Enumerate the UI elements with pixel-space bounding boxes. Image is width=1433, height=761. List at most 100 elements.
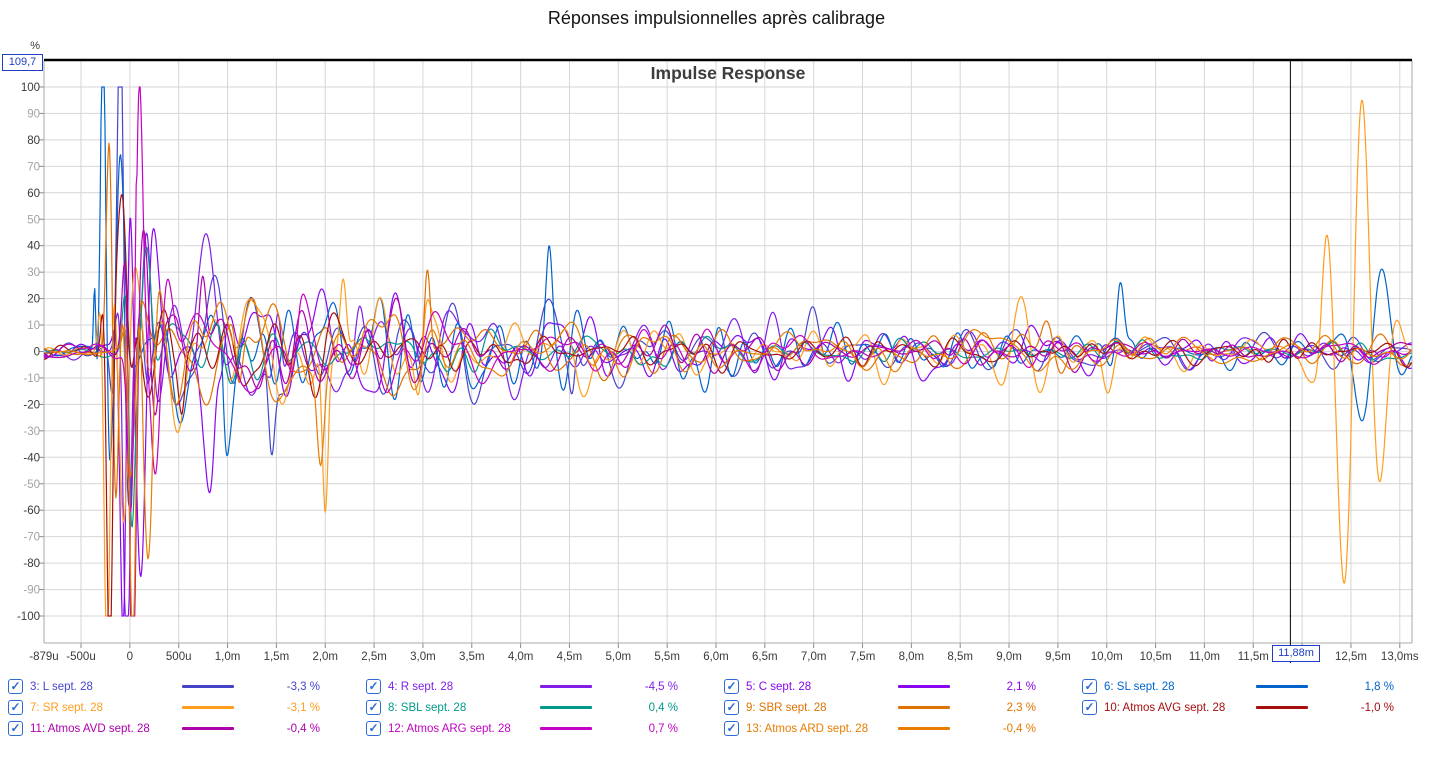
legend-row: ✓ 11: Atmos AVD sept. 28 -0,4 % ✓ 12: Atmos … [0,718,1433,739]
legend-checkbox[interactable]: ✓ [8,700,23,715]
legend-checkbox[interactable]: ✓ [724,700,739,715]
legend-item-12: ✓ 12: Atmos ARG sept. 28 0,7 % [358,718,716,739]
legend-offset-value: 0,4 % [648,701,678,714]
svg-text:-100: -100 [17,611,40,623]
legend-checkbox[interactable]: ✓ [1082,679,1097,694]
legend-item-9: ✓ 9: SBR sept. 28 2,3 % [716,697,1074,718]
legend-checkbox[interactable]: ✓ [1082,700,1097,715]
legend-color-swatch [182,727,234,730]
svg-text:9,5m: 9,5m [1045,651,1071,663]
svg-text:-879u: -879u [29,651,58,663]
legend-checkbox[interactable]: ✓ [8,721,23,736]
legend-offset-value: 1,8 % [1364,680,1394,693]
legend-color-swatch [182,706,234,709]
svg-text:11,0m: 11,0m [1189,651,1220,663]
svg-text:-40: -40 [23,452,40,464]
legend-trace-label[interactable]: 10: Atmos AVG sept. 28 [1104,701,1226,714]
legend-trace-label[interactable]: 4: R sept. 28 [388,680,454,693]
chart-title: Impulse Response [650,63,806,83]
legend-checkbox[interactable]: ✓ [724,721,739,736]
svg-text:100: 100 [21,82,40,94]
legend-offset-value: -0,4 % [286,722,320,735]
svg-text:5,0m: 5,0m [606,651,632,663]
legend-item-11: ✓ 11: Atmos AVD sept. 28 -0,4 % [0,718,358,739]
legend-checkbox[interactable]: ✓ [366,700,381,715]
svg-text:6,0m: 6,0m [703,651,729,663]
svg-text:0: 0 [127,651,133,663]
svg-text:4,5m: 4,5m [557,651,583,663]
legend-trace-label[interactable]: 12: Atmos ARG sept. 28 [388,722,511,735]
svg-text:-60: -60 [23,505,40,517]
legend-item-3: ✓ 3: L sept. 28 -3,3 % [0,676,358,697]
legend-offset-value: -0,4 % [1002,722,1036,735]
trace-4-R-sept-28 [43,232,1412,617]
legend-color-swatch [898,727,950,730]
trace-5-C-sept-28 [43,217,1412,617]
svg-text:1,5m: 1,5m [264,651,290,663]
legend-trace-label[interactable]: 7: SR sept. 28 [30,701,103,714]
svg-text:-80: -80 [23,558,40,570]
trace-13-Atmos-ARD-sept-28 [43,289,1413,617]
legend-color-swatch [898,685,950,688]
svg-text:2,0m: 2,0m [312,651,338,663]
svg-text:1,0m: 1,0m [215,651,241,663]
legend-offset-value: -3,3 % [286,680,320,693]
y-axis-labels: 100 80 60 40 20 0 -20 -40 -60 -80 -100 90 70 50 30 10 -1… [17,82,40,623]
svg-text:-500u: -500u [66,651,95,663]
legend-color-swatch [898,706,950,709]
legend-trace-label[interactable]: 3: L sept. 28 [30,680,93,693]
legend-item-6: ✓ 6: SL sept. 28 1,8 % [1074,676,1432,697]
chart-area: 100 80 60 40 20 0 -20 -40 -60 -80 -100 90 70 50 30 10 -1… [0,0,1433,672]
x-axis-labels: -879u -500u 0 500u 1,0m 1,5m 2,0m 2,5m 3,0m 3,5m 4… [29,651,1419,663]
svg-text:8,5m: 8,5m [947,651,973,663]
legend-offset-value: -3,1 % [286,701,320,714]
svg-text:60: 60 [27,188,40,200]
svg-text:0: 0 [34,347,40,359]
legend-item-4: ✓ 4: R sept. 28 -4,5 % [358,676,716,697]
svg-text:10: 10 [27,320,40,332]
impulse-response-chart[interactable]: 100806040200-20-40-60-80-1009070503010-1… [0,0,1433,672]
svg-text:13,0ms: 13,0ms [1381,651,1419,663]
legend-color-swatch [540,727,592,730]
trace-12-Atmos-ARG-sept-28 [43,86,1413,513]
legend-checkbox[interactable]: ✓ [366,721,381,736]
svg-text:-90: -90 [23,585,40,597]
legend-trace-label[interactable]: 6: SL sept. 28 [1104,680,1175,693]
svg-text:4,0m: 4,0m [508,651,534,663]
legend-checkbox[interactable]: ✓ [366,679,381,694]
legend-trace-label[interactable]: 11: Atmos AVD sept. 28 [30,722,150,735]
svg-text:40: 40 [27,241,40,253]
legend-checkbox[interactable]: ✓ [724,679,739,694]
legend-trace-label[interactable]: 8: SBL sept. 28 [388,701,467,714]
legend-offset-value: 0,7 % [648,722,678,735]
plot-grid [44,60,1412,643]
svg-text:-50: -50 [23,479,40,491]
legend-row: ✓ 7: SR sept. 28 -3,1 % ✓ 8: SBL sept. 28 0,4… [0,697,1433,718]
axis-ticks [39,86,1401,648]
legend-trace-label[interactable]: 5: C sept. 28 [746,680,812,693]
legend-checkbox[interactable]: ✓ [8,679,23,694]
trace-8-SBL-sept-28 [43,246,1412,528]
svg-text:11,5m: 11,5m [1238,651,1269,663]
svg-text:80: 80 [27,135,40,147]
legend-offset-value: 2,1 % [1006,680,1036,693]
plot-border [43,58,1413,644]
page-title: Réponses impulsionnelles après calibrage [547,8,886,28]
trace-11-Atmos-AVD-sept-28 [43,229,1412,617]
svg-text:70: 70 [27,161,40,173]
cursor-x-readout: 11,88m [1272,645,1320,662]
legend-trace-label[interactable]: 13: Atmos ARD sept. 28 [746,722,869,735]
svg-text:7,0m: 7,0m [801,651,827,663]
legend-offset-value: -1,0 % [1360,701,1394,714]
svg-text:10,5m: 10,5m [1140,651,1172,663]
svg-text:3,5m: 3,5m [459,651,485,663]
svg-text:12,5m: 12,5m [1335,651,1367,663]
legend-offset-value: 2,3 % [1006,701,1036,714]
svg-text:-30: -30 [23,426,40,438]
legend-color-swatch [182,685,234,688]
svg-text:8,0m: 8,0m [899,651,925,663]
legend-trace-label[interactable]: 9: SBR sept. 28 [746,701,827,714]
legend-row: ✓ 3: L sept. 28 -3,3 % ✓ 4: R sept. 28 -4,5 %… [0,676,1433,697]
svg-text:50: 50 [27,214,40,226]
